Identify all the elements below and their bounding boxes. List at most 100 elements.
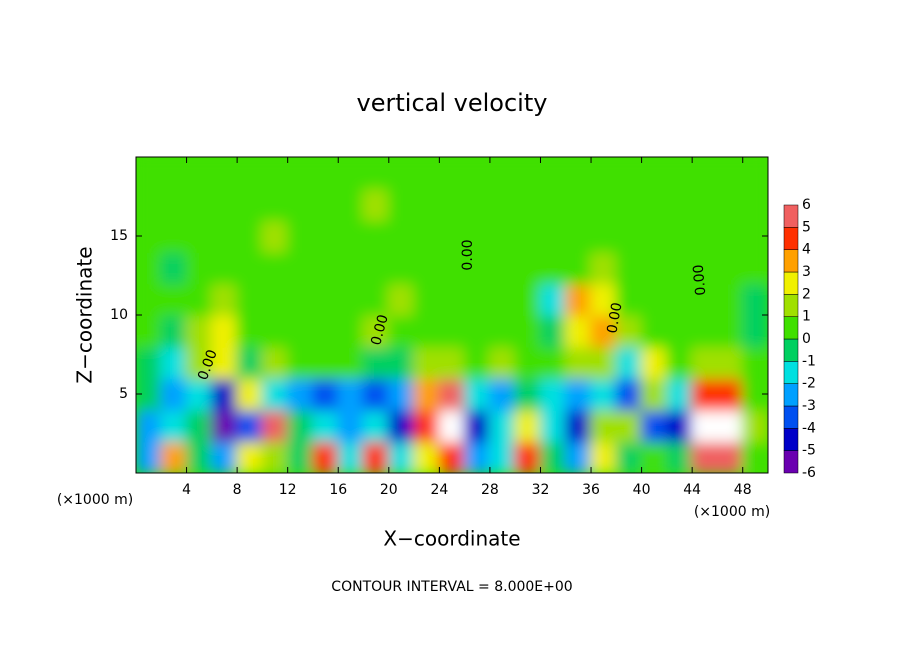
cell [463,282,491,316]
cell [387,440,416,473]
cell [741,250,768,285]
cell [160,282,188,316]
cell [438,440,466,473]
cell [311,408,340,443]
cell [210,377,239,411]
cell [564,250,593,285]
cell [210,408,239,443]
cell [438,345,466,380]
cell [387,157,416,190]
cell [413,282,441,316]
colorbar-swatch [783,361,799,384]
cell [185,219,213,253]
cell [413,187,441,222]
cell [236,282,264,316]
x-unit: (×1000 m) [694,504,770,520]
cell [362,377,390,411]
cell [564,345,593,380]
cell [438,282,466,316]
cell [716,250,744,285]
cell [286,440,314,473]
cell [590,219,618,253]
cell [210,282,239,316]
cell [236,440,264,473]
y-tick-label: 15 [110,228,128,244]
cell [438,314,466,348]
cell [539,187,567,222]
cell [160,219,188,253]
cell [691,440,719,473]
x-tick-label: 44 [683,482,701,498]
x-tick-label: 28 [481,482,499,498]
cell [261,219,289,253]
cell [716,187,744,222]
cell [741,187,768,222]
cell [716,345,744,380]
cell [615,282,643,316]
cell [665,282,694,316]
cell [160,314,188,348]
cell [539,345,567,380]
cell [665,314,694,348]
cell [716,282,744,316]
cell [564,282,593,316]
cell [488,314,517,348]
cell [185,345,213,380]
cell [564,187,593,222]
cell [665,377,694,411]
cell [615,440,643,473]
cell [691,345,719,380]
colorbar-label: -1 [802,353,816,369]
y-axis-label: Z−coordinate [73,246,97,383]
cell [236,314,264,348]
cell [236,250,264,285]
cell [640,157,668,190]
cell [286,219,314,253]
cell [362,345,390,380]
colorbar-swatch [783,204,799,228]
cell [564,440,593,473]
cell [413,345,441,380]
cell [615,250,643,285]
cell [615,219,643,253]
cell [564,219,593,253]
cell [413,157,441,190]
cell [236,187,264,222]
cell [741,157,768,190]
cell [564,377,593,411]
colorbar-label: 5 [802,219,811,235]
cell [286,282,314,316]
cell [236,408,264,443]
cell [337,408,365,443]
cell [590,408,618,443]
cell [413,408,441,443]
cell [640,377,668,411]
cell [160,187,188,222]
colorbar-label: 6 [802,197,811,213]
cell [438,219,466,253]
cell [615,157,643,190]
cell [514,408,542,443]
cell [488,377,517,411]
cell [463,408,491,443]
cell [413,314,441,348]
contour-label: 0.00 [691,264,710,296]
cell [590,157,618,190]
cell [261,157,289,190]
cell [337,187,365,222]
cell [590,314,618,348]
cell [387,219,416,253]
cell [539,377,567,411]
cell [640,282,668,316]
cell [236,157,264,190]
colorbar-swatch [783,271,799,295]
colorbar-swatch [783,450,799,474]
cell [362,157,390,190]
colorbar-label: 2 [802,286,811,302]
y-tick-label: 10 [110,307,128,323]
cell [337,157,365,190]
cell [210,157,239,190]
cell [640,440,668,473]
cell [210,250,239,285]
